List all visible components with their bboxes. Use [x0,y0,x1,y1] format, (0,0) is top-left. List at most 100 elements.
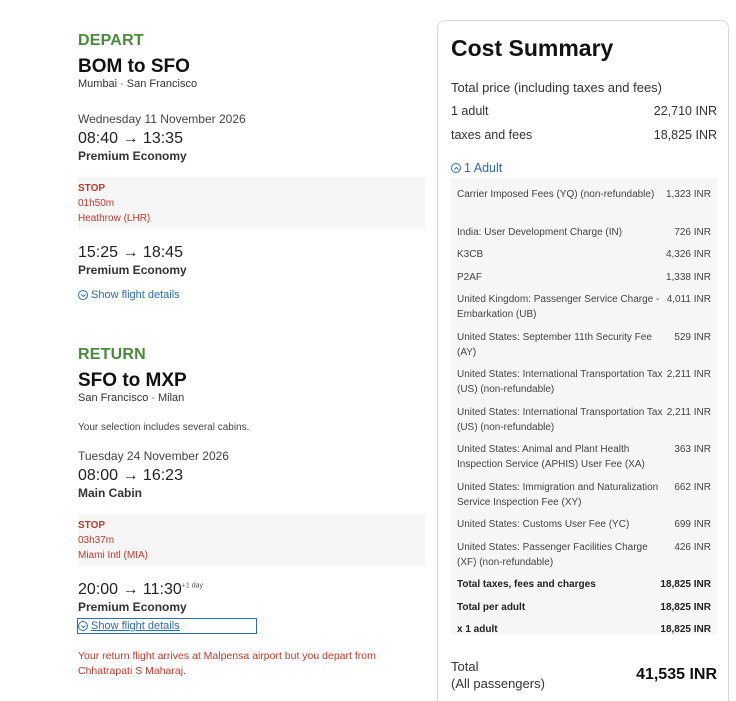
adult-toggle-label: 1 Adult [464,161,503,175]
tax-item-amount: 4,326 INR [665,249,711,260]
depart-city-to: San Francisco [126,78,198,90]
stop-label: STOP [78,183,106,194]
tax-item-amount: 2,211 INR [666,369,711,380]
tax-item-label: United States: September 11th Security F… [457,332,652,358]
grand-total-label-line2: (All passengers) [451,676,545,691]
tax-item-amount: 2,211 INR [666,407,711,418]
stop-airport: Miami Intl (MIA) [78,550,148,561]
return-seg1-cabin: Main Cabin [78,486,143,500]
return-seg2-time-range: 20:00 → 11:30 [78,581,182,598]
tax-item: United Kingdom: Passenger Service Charge… [457,292,711,322]
stop-label: STOP [78,520,106,531]
adult-price-amount: 22,710 INR [653,104,717,118]
total-taxes-amount: 18,825 INR [660,579,711,590]
return-seg2-cabin: Premium Economy [78,600,187,614]
show-details-label: Show flight details [91,620,180,632]
adult-price-label: 1 adult [451,104,489,118]
depart-date: Wednesday 11 November 2026 [78,112,246,126]
adult-price-row: 1 adult 22,710 INR [451,104,717,118]
tax-item-amount: 363 INR [674,444,711,455]
plus-day-badge: +1 day [181,582,203,590]
return-title: RETURN [78,346,146,363]
chevron-up-icon [451,163,461,173]
total-per-adult-amount: 18,825 INR [660,602,711,613]
airport-mismatch-warning: Your return flight arrives at Malpensa a… [78,650,376,677]
x-adult-amount: 18,825 INR [660,624,711,635]
grand-total-row: Total (All passengers) 41,535 INR [451,658,717,692]
return-seg1-times: 08:00 → 16:23 [78,467,183,484]
depart-route: BOM to SFO [78,56,190,77]
cost-summary-card: Cost Summary Total price (including taxe… [437,20,729,701]
x-adult-row: x 1 adult 18,825 INR [457,622,711,637]
tax-item-label: United States: International Transportat… [457,369,663,395]
depart-show-flight-details-link[interactable]: Show flight details [78,289,428,301]
city-separator: - [151,392,155,404]
tax-item-label: United States: Passenger Facilities Char… [457,542,648,568]
tax-item: K3CB 4,326 INR [457,247,711,262]
chevron-down-icon [78,621,88,631]
tax-item-label: United States: International Transportat… [457,407,663,433]
total-taxes-row: Total taxes, fees and charges 18,825 INR [457,577,711,592]
depart-section: DEPART BOM to SFO Mumbai - San Francisco W… [78,32,428,301]
tax-item-label: United States: Immigration and Naturaliz… [457,482,659,508]
tax-item-amount: 426 INR [674,542,711,553]
tax-item-amount: 726 INR [674,227,711,238]
taxes-amount: 18,825 INR [653,128,717,142]
tax-item: India: User Development Charge (IN) 726 … [457,225,711,240]
tax-item: Carrier Imposed Fees (YQ) (non-refundabl… [457,187,711,202]
return-city-from: San Francisco [78,392,149,404]
adult-breakdown-toggle[interactable]: 1 Adult [451,161,502,175]
tax-item-amount: 699 INR [674,519,711,530]
cost-summary-title: Cost Summary [451,35,614,61]
tax-item: P2AF 1,338 INR [457,270,711,285]
tax-item-label: India: User Development Charge (IN) [457,227,623,238]
taxes-row: taxes and fees 18,825 INR [451,128,717,142]
tax-item-label: P2AF [457,272,483,283]
tax-item: United States: Customs User Fee (YC) 699… [457,517,711,532]
city-separator: - [120,78,124,90]
depart-cities: Mumbai - San Francisco [78,78,428,90]
depart-seg2-cabin: Premium Economy [78,263,187,277]
tax-item: United States: International Transportat… [457,405,711,435]
tax-item-amount: 662 INR [674,482,711,493]
return-city-to: Milan [157,392,185,404]
depart-seg1-times: 08:40 → 13:35 [78,130,183,147]
return-route: SFO to MXP [78,370,187,391]
tax-item-label: Carrier Imposed Fees (YQ) (non-refundabl… [457,189,655,200]
stop-duration: 01h50m [78,198,115,209]
show-details-label: Show flight details [91,289,180,301]
taxes-label: taxes and fees [451,128,533,142]
tax-item: United States: Animal and Plant Health I… [457,442,711,472]
tax-item-amount: 529 INR [674,332,711,343]
depart-city-from: Mumbai [78,78,118,90]
x-adult-label: x 1 adult [457,624,498,635]
tax-item-label: K3CB [457,249,484,260]
cabin-note: Your selection includes several cabins. [78,422,250,433]
tax-item-label: United Kingdom: Passenger Service Charge… [457,294,660,320]
tax-item-label: United States: Animal and Plant Health I… [457,444,645,470]
return-section: RETURN SFO to MXP San Francisco - Milan Yo… [77,346,428,679]
depart-seg1-cabin: Premium Economy [78,149,187,163]
grand-total-label-line1: Total [451,659,479,674]
return-show-flight-details-link[interactable]: Show flight details [77,618,257,634]
total-per-adult-row: Total per adult 18,825 INR [457,600,711,615]
tax-item: United States: Immigration and Naturaliz… [457,480,711,510]
stop-duration: 03h37m [78,535,115,546]
tax-item: United States: September 11th Security F… [457,330,711,360]
tax-item: United States: International Transportat… [457,367,711,397]
tax-item-amount: 1,323 INR [665,189,711,200]
tax-breakdown-list: Carrier Imposed Fees (YQ) (non-refundabl… [451,178,717,637]
chevron-down-icon [78,290,88,300]
depart-seg2-times: 15:25 → 18:45 [78,244,183,261]
tax-item-amount: 4,011 INR [666,294,711,305]
total-price-label: Total price (including taxes and fees) [451,80,663,95]
return-cities: San Francisco - Milan [78,392,428,404]
total-taxes-label: Total taxes, fees and charges [457,579,596,590]
depart-stop-box: STOP 01h50m Heathrow (LHR) [78,177,425,229]
tax-item-amount: 1,338 INR [665,272,711,283]
stop-airport: Heathrow (LHR) [78,213,151,224]
grand-total-amount: 41,535 INR [636,666,717,683]
return-seg2-times: 20:00 → 11:30+1 day [78,581,428,599]
total-per-adult-label: Total per adult [457,602,526,613]
return-stop-box: STOP 03h37m Miami Intl (MIA) [78,514,425,566]
